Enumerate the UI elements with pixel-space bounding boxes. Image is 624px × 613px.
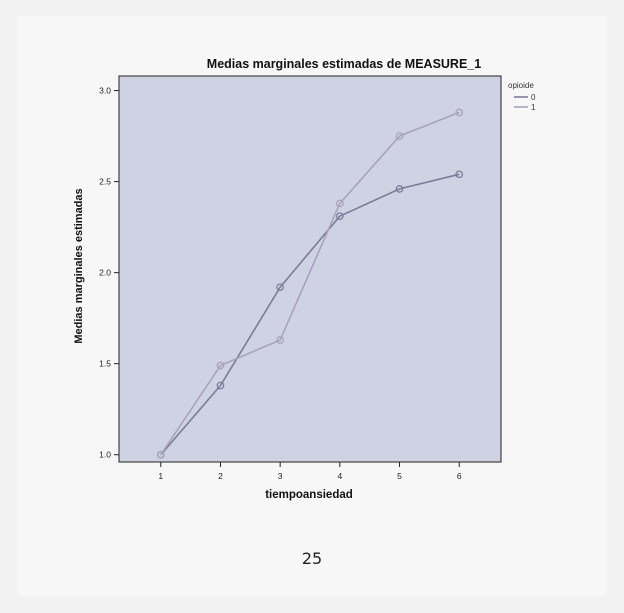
- chart-title: Medias marginales estimadas de MEASURE_1: [207, 57, 481, 71]
- x-tick-label: 5: [397, 471, 402, 481]
- y-tick-label: 3.0: [99, 86, 111, 96]
- series-layer: [156, 108, 464, 459]
- y-tick-label: 2.5: [99, 177, 111, 187]
- axes: 1.0 1.5 2.0 2.5 3.0 1 2 3 4 5 6: [99, 86, 462, 481]
- series-line-0: [160, 173, 460, 456]
- y-tick-label: 1.0: [99, 450, 111, 460]
- legend-label: 0: [531, 93, 536, 102]
- page-number: 25: [301, 549, 323, 568]
- x-tick-label: 2: [218, 471, 223, 481]
- y-axis-label: Medias marginales estimadas: [73, 188, 85, 343]
- data-point: [156, 450, 165, 459]
- data-point: [276, 283, 285, 292]
- series-line-1: [160, 111, 460, 456]
- data-point: [216, 361, 225, 370]
- y-tick-label: 2.0: [99, 268, 111, 278]
- data-point: [395, 185, 404, 193]
- x-tick-label: 3: [278, 471, 283, 481]
- plot-area: [118, 75, 502, 463]
- data-point: [455, 108, 464, 117]
- data-point: [216, 381, 225, 390]
- data-point: [335, 199, 344, 208]
- y-tick-label: 1.5: [99, 359, 111, 369]
- x-tick-label: 4: [337, 471, 342, 481]
- legend-title: opioide: [508, 81, 534, 90]
- legend: opioide 01: [508, 81, 536, 112]
- x-axis-label: tiempoansiedad: [265, 489, 353, 501]
- data-point: [395, 132, 404, 140]
- data-point: [276, 336, 285, 344]
- x-tick-label: 6: [457, 471, 462, 481]
- legend-label: 1: [531, 103, 536, 112]
- data-point: [335, 212, 344, 221]
- data-point: [455, 170, 464, 179]
- x-tick-label: 1: [158, 471, 163, 481]
